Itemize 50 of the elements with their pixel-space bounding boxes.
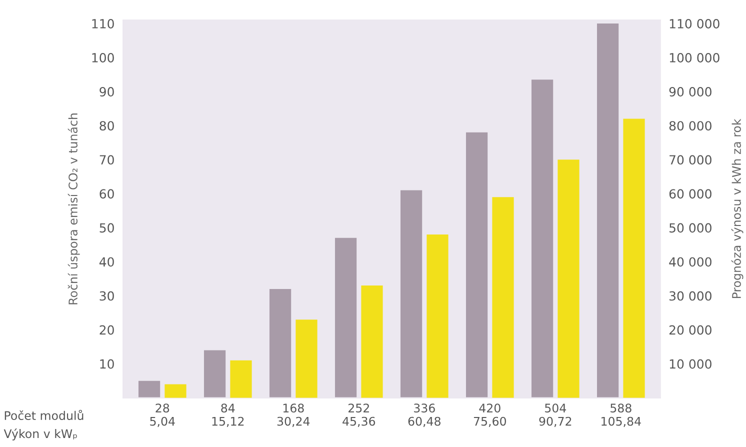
x-tick-label: 84 15,12 xyxy=(212,404,244,427)
bar xyxy=(361,286,383,398)
y2-tick-label: 20 000 xyxy=(669,325,712,335)
y-tick-label: 20 xyxy=(100,325,114,335)
bar xyxy=(269,288,292,398)
bar xyxy=(400,190,422,398)
y-tick-label: 90 xyxy=(100,87,114,96)
bar xyxy=(426,234,448,398)
x-tick-label: 336 60,48 xyxy=(408,404,440,427)
text: Počet modulů xyxy=(4,410,84,420)
bar xyxy=(492,197,514,398)
text: Výkon v kWₚ xyxy=(4,428,77,440)
x-tick-label: 420 75,60 xyxy=(474,404,506,427)
y-tick-label: 60 xyxy=(100,189,114,199)
y2-tick-label: 10 000 xyxy=(670,359,712,369)
y2-tick-label: 40 000 xyxy=(669,257,712,267)
bar xyxy=(230,360,252,398)
bar xyxy=(296,320,318,398)
bar xyxy=(623,118,645,398)
y-tick-label: 100 xyxy=(92,53,114,62)
y-tick-label: 70 xyxy=(100,155,114,165)
y-tick-label: 30 xyxy=(100,291,114,301)
bar xyxy=(466,132,488,398)
y-tick-label: 50 xyxy=(100,223,114,233)
x-tick-label: 28 5,04 xyxy=(150,404,175,427)
y2-tick-label: 80 000 xyxy=(669,121,712,131)
bar xyxy=(138,380,160,398)
bar xyxy=(164,384,186,398)
bar xyxy=(597,24,619,398)
y2-axis-title: Prognóza výnosu v kWh za rok xyxy=(731,118,744,298)
y2-tick-label: 100 000 xyxy=(670,53,720,62)
x-tick-label: 168 30,24 xyxy=(277,404,310,427)
y2-tick-label: 60 000 xyxy=(669,189,712,199)
x-tick-label: 588 105,84 xyxy=(602,404,641,427)
x-tick-label: 252 45,36 xyxy=(342,404,376,427)
y2-tick-label: 90 000 xyxy=(669,87,712,96)
y2-tick-label: 30 000 xyxy=(669,291,712,301)
y-tick-label: 40 xyxy=(99,257,114,267)
bar xyxy=(204,350,226,398)
bar xyxy=(532,80,554,398)
y-tick-label: 110 xyxy=(92,18,114,28)
y-axis-title: Roční úspora emisí CO₂ v tunách xyxy=(68,114,80,304)
bar xyxy=(558,160,580,398)
y-tick-label: 80 xyxy=(100,121,114,131)
y-tick-label: 10 xyxy=(100,359,114,369)
y2-tick-label: 50 000 xyxy=(670,223,712,233)
y2-tick-label: 70 000 xyxy=(670,155,712,165)
x-tick-label: 504 90,72 xyxy=(539,404,572,427)
bar xyxy=(334,238,357,398)
y2-tick-label: 110 000 xyxy=(670,18,720,28)
